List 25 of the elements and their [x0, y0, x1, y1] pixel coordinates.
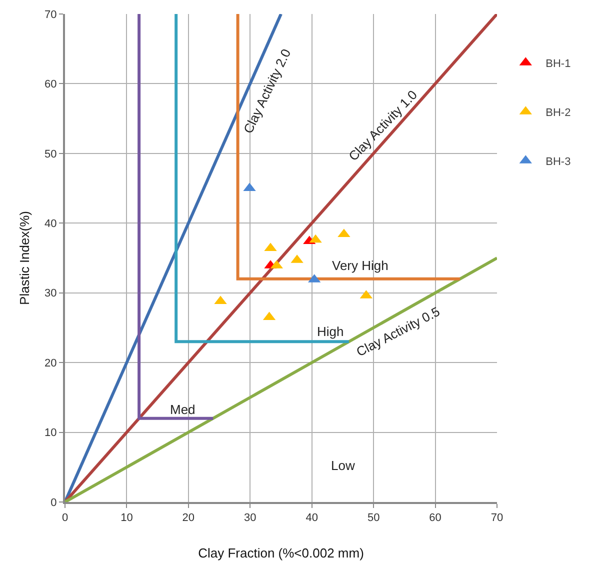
- y-tick-label: 40: [44, 218, 57, 230]
- x-tick-label: 20: [182, 512, 195, 524]
- annotation: Very High: [332, 258, 388, 273]
- y-tick-label: 30: [44, 288, 57, 300]
- y-tick-label: 0: [50, 496, 57, 509]
- x-axis-title: Clay Fraction (%<0.002 mm): [198, 545, 364, 560]
- x-tick-label: 70: [490, 512, 504, 524]
- x-tick-label: 0: [62, 512, 68, 524]
- x-tick-label: 60: [429, 512, 442, 524]
- y-tick-label: 60: [44, 78, 57, 91]
- x-tick-label: 30: [244, 512, 256, 524]
- annotation: Med: [170, 402, 196, 417]
- legend-label: BH-1: [546, 58, 571, 70]
- x-tick-label: 40: [306, 512, 318, 524]
- annotation: High: [317, 324, 344, 339]
- legend-label: BH-2: [546, 106, 571, 119]
- legend-label: BH-3: [546, 156, 571, 168]
- y-axis-title: Plastic Index(%): [17, 211, 32, 305]
- x-tick-label: 50: [367, 512, 380, 524]
- y-tick-label: 10: [44, 427, 57, 440]
- x-tick-label: 10: [120, 512, 133, 524]
- y-tick-label: 50: [44, 148, 57, 160]
- annotation: Low: [331, 458, 356, 473]
- y-tick-label: 20: [44, 357, 57, 370]
- y-tick-label: 70: [44, 8, 57, 21]
